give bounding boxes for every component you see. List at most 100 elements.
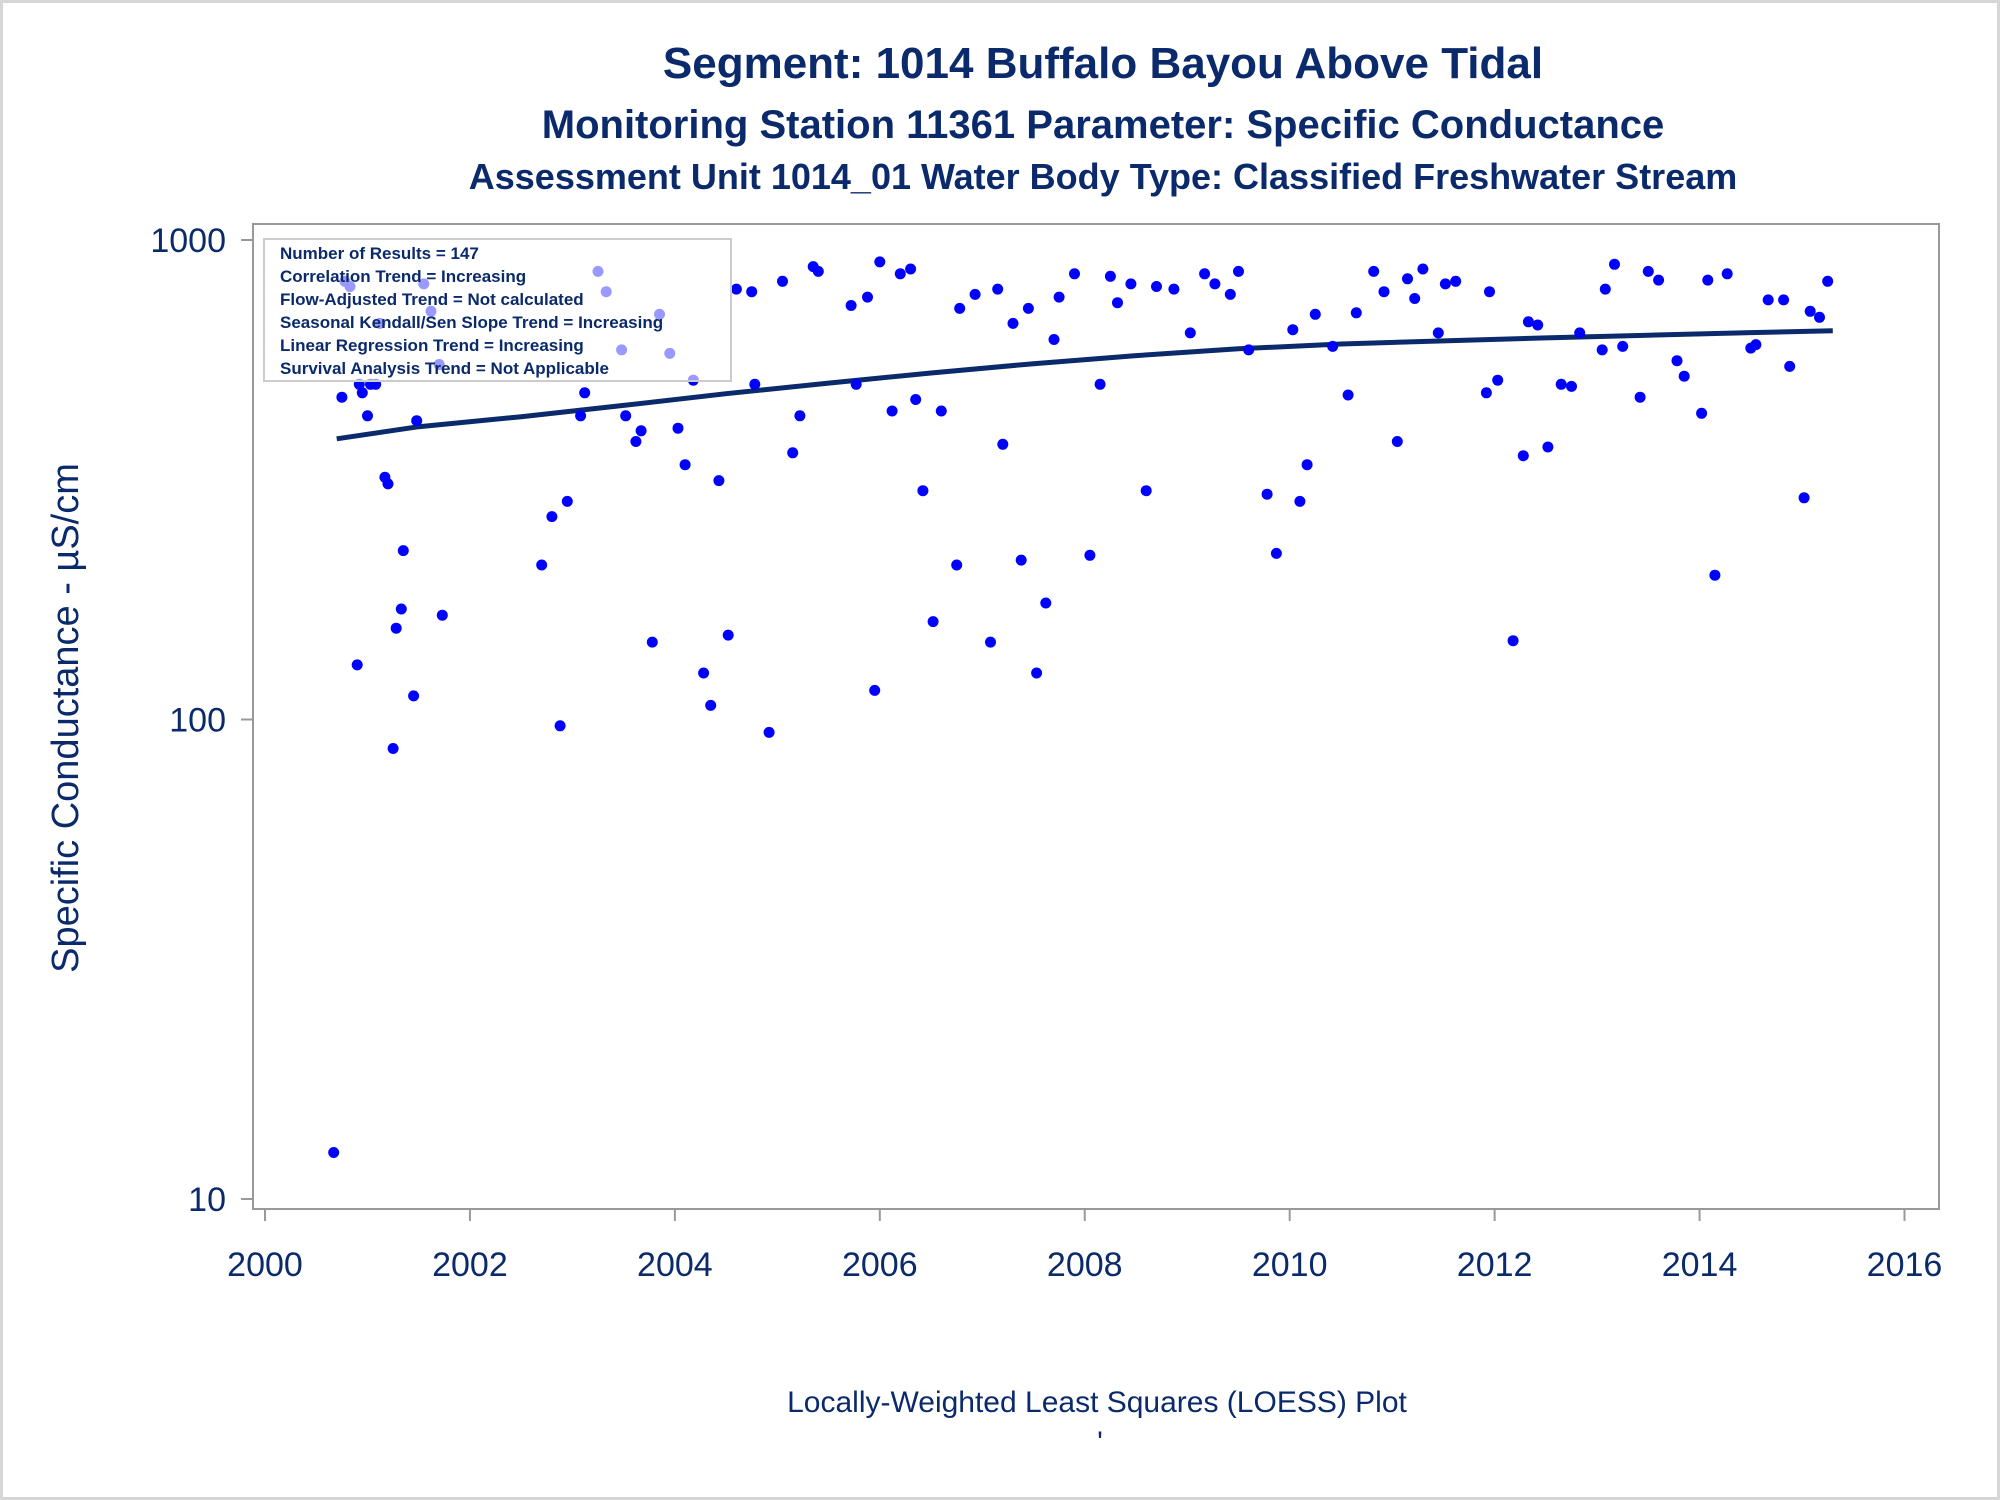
data-point [1054, 292, 1065, 303]
data-point [1600, 284, 1611, 295]
data-point [1016, 555, 1027, 566]
data-point [1379, 286, 1390, 297]
data-point [1023, 303, 1034, 314]
data-point [1484, 286, 1495, 297]
data-point [1199, 268, 1210, 279]
legend-line: Linear Regression Trend = Increasing [280, 336, 584, 355]
data-point [1653, 275, 1664, 286]
data-point [1262, 489, 1273, 500]
data-point [1125, 278, 1136, 289]
data-point [680, 459, 691, 470]
data-point [1105, 271, 1116, 282]
data-point [1597, 344, 1608, 355]
data-point [396, 604, 407, 615]
data-point [1814, 312, 1825, 323]
data-point [895, 268, 906, 279]
data-point [1302, 459, 1313, 470]
data-point [1112, 297, 1123, 308]
x-tick-label: 2002 [432, 1246, 508, 1284]
legend-line: Survival Analysis Trend = Not Applicable [280, 359, 609, 378]
data-point [1492, 375, 1503, 386]
legend-line: Seasonal Kendall/Sen Slope Trend = Incre… [280, 313, 663, 332]
data-point [698, 668, 709, 679]
y-tick-label: 100 [169, 702, 226, 740]
data-point [411, 415, 422, 426]
data-point [851, 379, 862, 390]
data-point [928, 616, 939, 627]
data-point [1209, 278, 1220, 289]
data-point [352, 659, 363, 670]
data-point [1141, 485, 1152, 496]
data-point [731, 284, 742, 295]
data-point [787, 447, 798, 458]
data-point [1368, 266, 1379, 277]
data-point [713, 475, 724, 486]
data-point [985, 637, 996, 648]
x-tick-label: 2008 [1047, 1246, 1123, 1284]
data-point [1343, 390, 1354, 401]
data-point [1433, 327, 1444, 338]
data-point [869, 685, 880, 696]
data-point [1409, 293, 1420, 304]
data-point [1518, 450, 1529, 461]
data-point [874, 256, 885, 267]
data-point [1243, 344, 1254, 355]
data-point [1095, 379, 1106, 390]
y-axis: 101001000 [150, 222, 253, 1219]
data-point [764, 727, 775, 738]
data-point [1440, 278, 1451, 289]
data-point [1310, 309, 1321, 320]
x-tick-label: 2004 [637, 1246, 713, 1284]
data-point [1822, 276, 1833, 287]
legend-line: Flow-Adjusted Trend = Not calculated [280, 290, 584, 309]
data-point [1271, 548, 1282, 559]
data-point [1617, 341, 1628, 352]
data-point [1151, 281, 1162, 292]
footnote-mark: ' [1097, 1426, 1103, 1459]
data-point [1784, 361, 1795, 372]
data-point [997, 439, 1008, 450]
data-point [391, 623, 402, 634]
y-axis-label: Specific Conductance - µS/cm [45, 463, 87, 973]
data-point [1556, 379, 1567, 390]
data-point [777, 276, 788, 287]
data-point [1031, 668, 1042, 679]
data-point [555, 720, 566, 731]
data-point [357, 387, 368, 398]
data-point [673, 423, 684, 434]
data-point [846, 300, 857, 311]
data-point [1722, 268, 1733, 279]
legend-line: Number of Results = 147 [280, 244, 479, 263]
data-point [1709, 570, 1720, 581]
data-point [1508, 635, 1519, 646]
data-point [1392, 436, 1403, 447]
data-point [398, 545, 409, 556]
data-point [992, 284, 1003, 295]
data-point [536, 560, 547, 571]
data-point [408, 690, 419, 701]
data-point [647, 637, 658, 648]
data-point [620, 410, 631, 421]
data-point [1635, 392, 1646, 403]
data-point [887, 406, 898, 417]
data-point [910, 394, 921, 405]
data-point [1702, 275, 1713, 286]
data-point [705, 700, 716, 711]
data-point [905, 264, 916, 275]
data-point [1805, 306, 1816, 317]
footnote: Locally-Weighted Least Squares (LOESS) P… [787, 1386, 1407, 1419]
data-point [383, 478, 394, 489]
data-point [746, 286, 757, 297]
y-tick-label: 1000 [150, 222, 226, 260]
x-tick-label: 2012 [1457, 1246, 1533, 1284]
chart-title: Segment: 1014 Buffalo Bayou Above Tidal [663, 39, 1543, 88]
data-point [1481, 387, 1492, 398]
data-point [954, 303, 965, 314]
data-point [951, 560, 962, 571]
data-point [1566, 381, 1577, 392]
data-point [1233, 266, 1244, 277]
data-point [749, 379, 760, 390]
data-point [1040, 598, 1051, 609]
data-point [1542, 442, 1553, 453]
